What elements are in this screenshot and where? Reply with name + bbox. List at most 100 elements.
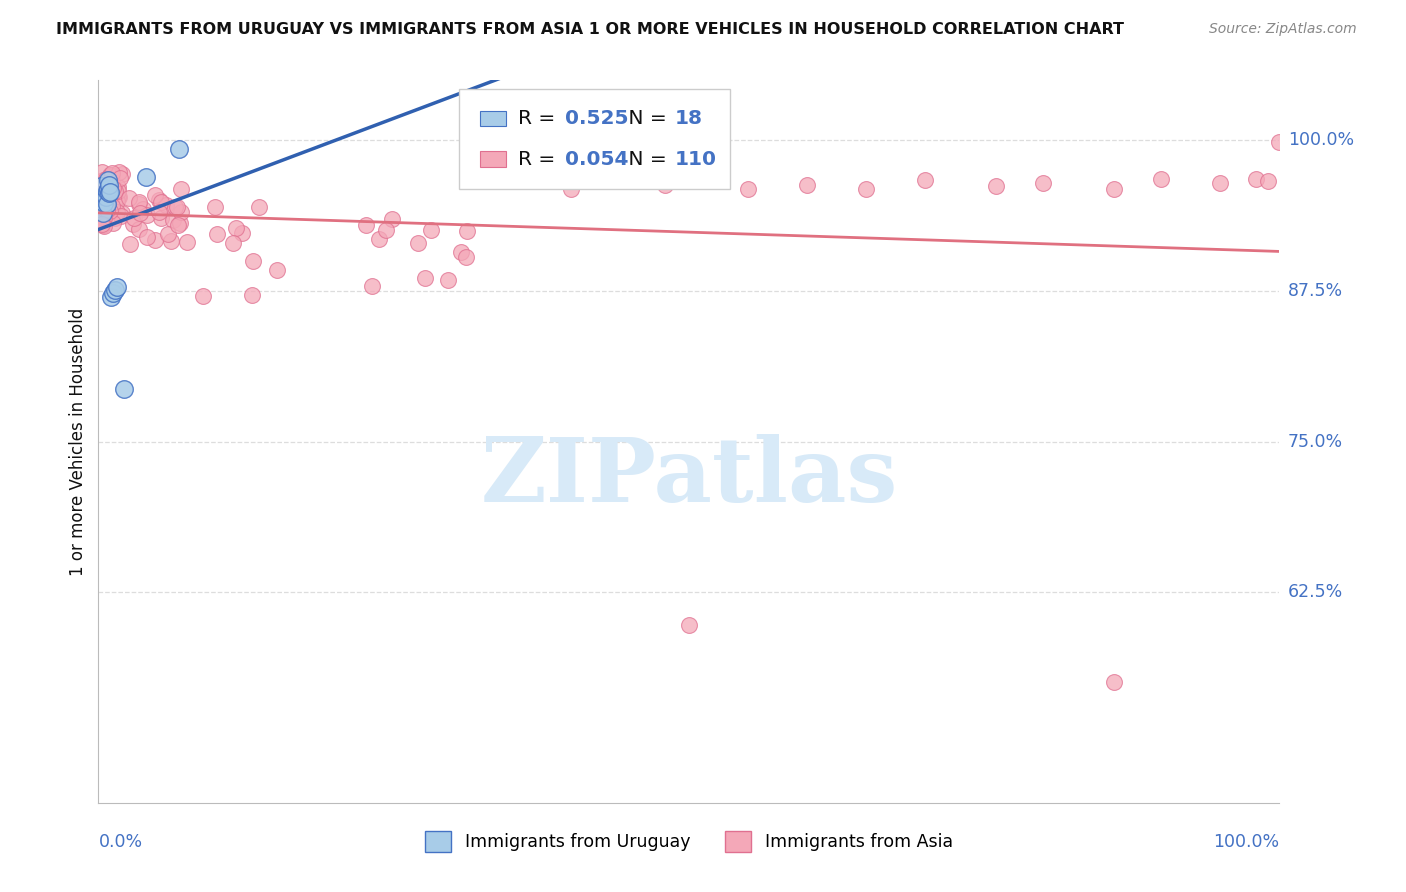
Point	[240, 287, 263, 301]
Text: 0.525: 0.525	[565, 109, 628, 128]
Point	[163, 200, 186, 214]
Text: 75.0%: 75.0%	[1288, 433, 1343, 450]
Point	[143, 187, 166, 202]
Text: 100.0%: 100.0%	[1288, 131, 1354, 150]
Point	[162, 213, 184, 227]
Point	[91, 218, 114, 232]
Point	[136, 209, 159, 223]
Point	[266, 263, 288, 277]
Point	[112, 382, 135, 396]
Point	[914, 173, 936, 187]
Point	[101, 216, 124, 230]
Point	[98, 186, 121, 200]
Text: 0.0%: 0.0%	[98, 833, 142, 851]
Point	[90, 179, 112, 194]
Point	[111, 206, 134, 220]
Point	[97, 197, 120, 211]
Point	[93, 195, 115, 210]
Point	[176, 235, 198, 250]
Point	[100, 168, 122, 182]
Point	[354, 218, 377, 232]
Text: N =: N =	[621, 109, 672, 128]
Point	[242, 253, 264, 268]
Point	[1209, 176, 1232, 190]
Point	[107, 179, 129, 194]
Point	[149, 211, 172, 226]
Text: IMMIGRANTS FROM URUGUAY VS IMMIGRANTS FROM ASIA 1 OR MORE VEHICLES IN HOUSEHOLD : IMMIGRANTS FROM URUGUAY VS IMMIGRANTS FR…	[56, 22, 1125, 37]
Point	[456, 224, 478, 238]
Point	[122, 217, 145, 231]
Point	[654, 178, 676, 192]
Point	[381, 212, 404, 227]
Text: R =: R =	[517, 150, 561, 169]
Point	[155, 198, 177, 212]
Point	[98, 178, 121, 192]
Point	[98, 186, 121, 201]
Point	[143, 233, 166, 247]
Point	[450, 244, 472, 259]
Point	[107, 194, 129, 208]
Point	[136, 229, 159, 244]
Text: 62.5%: 62.5%	[1288, 583, 1343, 601]
Point	[207, 227, 229, 241]
Point	[225, 220, 247, 235]
Point	[108, 170, 131, 185]
Point	[96, 172, 118, 186]
Point	[104, 211, 127, 225]
Point	[107, 184, 129, 198]
Point	[375, 223, 398, 237]
Point	[93, 211, 115, 226]
Point	[93, 196, 115, 211]
Point	[96, 184, 118, 198]
Point	[107, 165, 129, 179]
Point	[100, 290, 122, 304]
Point	[101, 286, 124, 301]
Text: 87.5%: 87.5%	[1288, 282, 1343, 300]
Y-axis label: 1 or more Vehicles in Household: 1 or more Vehicles in Household	[69, 308, 87, 575]
Point	[1244, 172, 1267, 186]
Point	[737, 182, 759, 196]
Point	[101, 173, 124, 187]
Point	[103, 184, 125, 198]
Point	[148, 204, 170, 219]
Point	[128, 195, 150, 210]
Point	[101, 199, 124, 213]
Text: 18: 18	[675, 109, 703, 128]
Point	[247, 200, 270, 214]
Point	[96, 202, 118, 217]
Point	[128, 196, 150, 211]
Point	[105, 280, 128, 294]
Point	[97, 173, 120, 187]
Point	[169, 216, 191, 230]
Legend: Immigrants from Uruguay, Immigrants from Asia: Immigrants from Uruguay, Immigrants from…	[418, 824, 960, 859]
Point	[149, 195, 172, 210]
Text: N =: N =	[621, 150, 672, 169]
Point	[231, 226, 253, 240]
Point	[96, 180, 118, 194]
Point	[167, 218, 190, 232]
Point	[408, 236, 430, 251]
Point	[93, 209, 115, 223]
Point	[204, 200, 226, 214]
Point	[148, 194, 170, 208]
Point	[91, 165, 114, 179]
FancyBboxPatch shape	[458, 89, 730, 189]
Point	[98, 169, 121, 183]
Point	[1102, 675, 1125, 690]
Point	[98, 203, 121, 218]
Point	[132, 202, 155, 216]
Point	[110, 167, 132, 181]
Text: 0.054: 0.054	[565, 150, 628, 169]
Point	[166, 200, 188, 214]
Point	[96, 179, 118, 194]
FancyBboxPatch shape	[479, 152, 506, 167]
Point	[94, 190, 117, 204]
Point	[128, 222, 150, 236]
Point	[420, 223, 443, 237]
Point	[122, 211, 145, 225]
Point	[110, 209, 132, 223]
Point	[678, 617, 700, 632]
Point	[222, 236, 245, 251]
Point	[93, 219, 115, 234]
Point	[855, 182, 877, 196]
